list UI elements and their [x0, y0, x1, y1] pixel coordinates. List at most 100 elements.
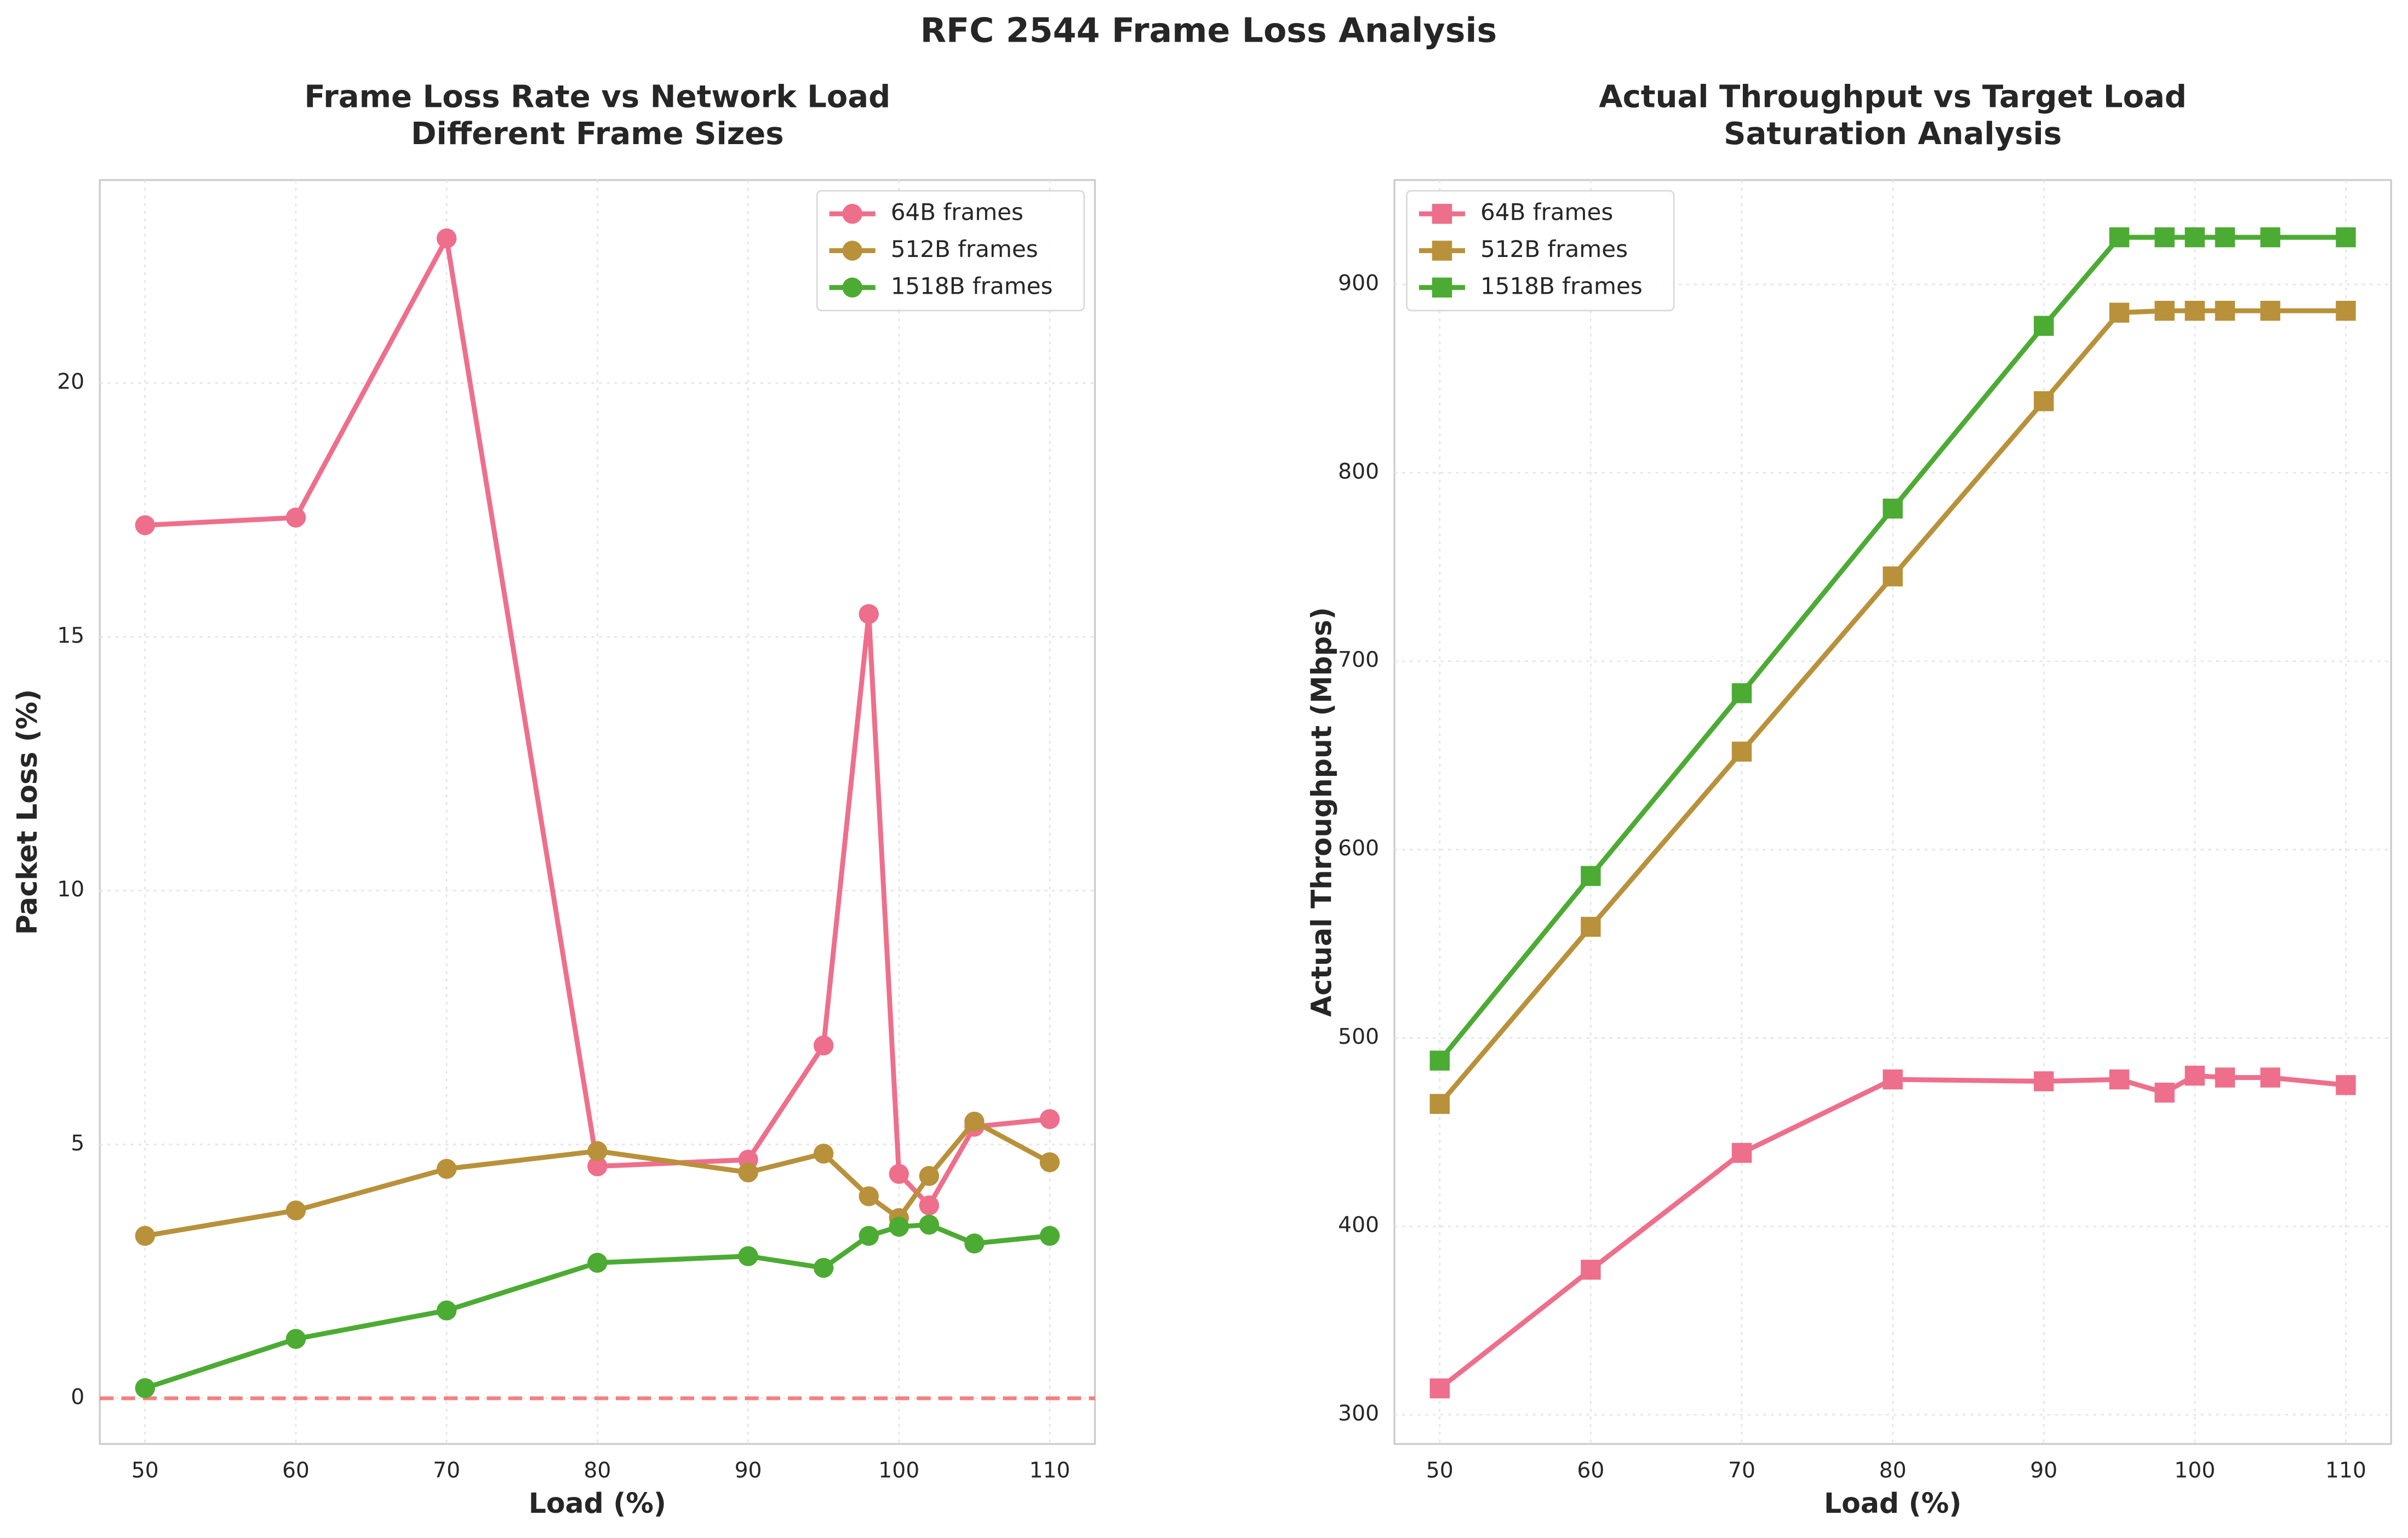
marker	[285, 1200, 306, 1221]
marker	[2034, 316, 2054, 336]
chart-subtitle: Different Frame Sizes	[411, 116, 784, 152]
marker	[1883, 566, 1903, 587]
marker	[436, 228, 457, 249]
y-tick-label: 15	[57, 624, 84, 648]
marker	[738, 1246, 758, 1266]
legend-marker	[842, 204, 862, 224]
marker	[2336, 227, 2356, 248]
marker	[2154, 300, 2175, 321]
chart-title: Frame Loss Rate vs Network Load	[304, 79, 890, 115]
marker	[1883, 1069, 1903, 1090]
y-tick-label: 800	[1338, 459, 1379, 484]
marker	[2109, 1069, 2130, 1090]
marker	[587, 1156, 608, 1176]
x-tick-label: 80	[584, 1458, 611, 1483]
marker	[859, 604, 879, 624]
marker	[1731, 683, 1752, 704]
marker	[889, 1216, 909, 1237]
marker	[2215, 300, 2235, 321]
marker	[813, 1035, 834, 1056]
marker	[2109, 302, 2130, 323]
x-axis-label: Load (%)	[1824, 1487, 1961, 1519]
marker	[2260, 1067, 2280, 1088]
marker	[2184, 300, 2205, 321]
x-tick-label: 50	[1426, 1458, 1454, 1483]
legend-label: 512B frames	[1480, 236, 1628, 262]
x-tick-label: 110	[2325, 1458, 2366, 1483]
x-axis-label: Load (%)	[529, 1487, 666, 1519]
marker	[1581, 866, 1601, 886]
marker	[436, 1300, 457, 1320]
marker	[1731, 741, 1752, 762]
y-tick-label: 5	[71, 1131, 84, 1156]
marker	[2215, 227, 2235, 248]
legend-box	[816, 190, 1085, 312]
marker	[135, 1226, 155, 1246]
marker	[1731, 1142, 1752, 1163]
marker	[2184, 227, 2205, 248]
y-tick-label: 900	[1338, 271, 1379, 296]
marker	[964, 1233, 985, 1254]
chart-subtitle: Saturation Analysis	[1724, 116, 2062, 152]
marker	[2260, 227, 2280, 248]
marker	[587, 1253, 608, 1273]
marker	[587, 1141, 608, 1162]
marker	[1883, 499, 1903, 519]
legend-box	[1406, 190, 1675, 312]
marker	[889, 1164, 909, 1184]
x-tick-label: 70	[1728, 1458, 1755, 1483]
marker	[135, 1378, 155, 1398]
marker	[2154, 1082, 2175, 1103]
x-tick-label: 100	[878, 1458, 919, 1483]
legend-label: 64B frames	[891, 199, 1023, 226]
x-tick-label: 60	[1577, 1458, 1604, 1483]
chart-title: Actual Throughput vs Target Load	[1599, 79, 2187, 115]
y-tick-label: 10	[57, 877, 84, 902]
x-tick-label: 90	[735, 1458, 762, 1483]
marker	[2336, 300, 2356, 321]
marker	[2109, 227, 2130, 248]
marker	[813, 1144, 834, 1164]
marker	[2215, 1067, 2235, 1088]
legend-label: 1518B frames	[1480, 272, 1643, 299]
marker	[1581, 917, 1601, 937]
x-tick-label: 80	[1879, 1458, 1907, 1483]
marker	[1429, 1378, 1450, 1399]
marker	[738, 1162, 758, 1182]
legend-label: 64B frames	[1480, 199, 1613, 226]
marker	[436, 1159, 457, 1179]
y-tick-label: 0	[71, 1385, 84, 1410]
marker	[1039, 1109, 1060, 1129]
x-tick-label: 60	[282, 1458, 310, 1483]
y-tick-label: 600	[1338, 836, 1379, 861]
y-axis-label: Actual Throughput (Mbps)	[1306, 607, 1338, 1017]
marker	[2034, 391, 2054, 411]
marker	[2336, 1075, 2356, 1095]
marker	[919, 1195, 939, 1216]
marker	[1429, 1094, 1450, 1114]
marker	[2184, 1065, 2205, 1086]
legend-marker	[842, 241, 862, 261]
y-tick-label: 400	[1338, 1213, 1379, 1238]
x-tick-label: 90	[2030, 1458, 2057, 1483]
y-tick-label: 20	[57, 370, 84, 394]
x-tick-label: 110	[1029, 1458, 1070, 1483]
marker	[1039, 1152, 1060, 1173]
marker	[2260, 300, 2280, 321]
marker	[859, 1186, 879, 1207]
y-tick-label: 700	[1338, 648, 1379, 672]
legend-marker	[1432, 277, 1452, 298]
legend-label: 1518B frames	[891, 272, 1053, 299]
marker	[285, 1329, 306, 1349]
y-tick-label: 300	[1338, 1402, 1379, 1426]
marker	[135, 515, 155, 535]
marker	[919, 1166, 939, 1186]
marker	[285, 507, 306, 528]
marker	[1429, 1050, 1450, 1071]
legend-label: 512B frames	[891, 236, 1038, 262]
x-tick-label: 70	[433, 1458, 460, 1483]
x-tick-label: 50	[131, 1458, 159, 1483]
marker	[859, 1226, 879, 1246]
